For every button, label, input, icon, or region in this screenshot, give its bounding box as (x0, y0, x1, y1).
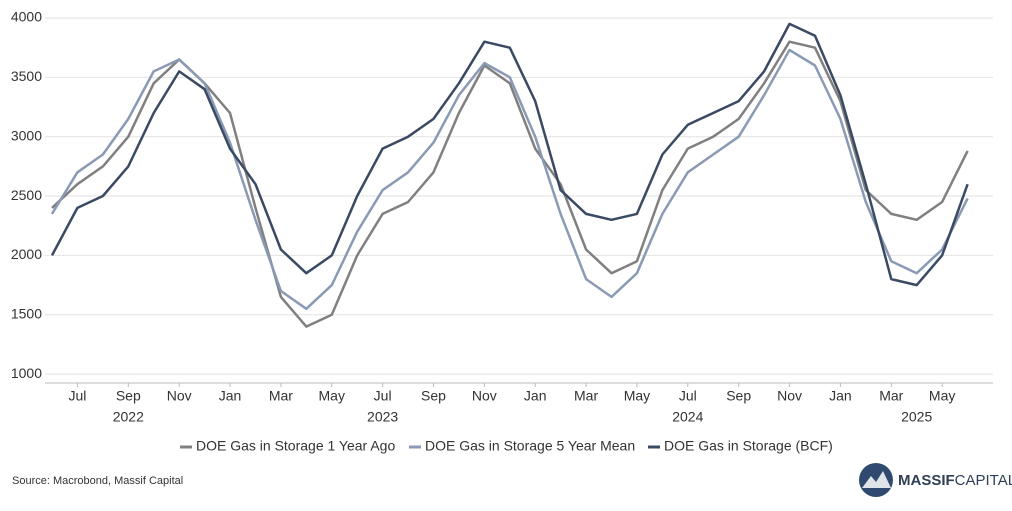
logo: MASSIFCAPITAL (859, 463, 1012, 497)
x-tick-label: Sep (726, 388, 751, 404)
x-tick-label: Mar (574, 388, 598, 404)
x-tick-label: May (929, 388, 955, 404)
logo-mountain (862, 471, 891, 488)
y-tick-label: 3000 (11, 127, 42, 143)
x-tick-label: Sep (116, 388, 141, 404)
y-tick-label: 2500 (11, 187, 42, 203)
logo-text-light: CAPITAL (955, 472, 1012, 489)
x-tick-label: Sep (421, 388, 446, 404)
y-tick-label: 4000 (11, 9, 42, 25)
x-tick-label: Jul (374, 388, 392, 404)
y-tick-label: 1500 (11, 305, 42, 321)
logo-text-bold: MASSIF (898, 472, 955, 489)
x-tick-label: Nov (167, 388, 192, 404)
logo-text: MASSIFCAPITAL (898, 472, 1012, 489)
series-line (50, 48, 969, 311)
x-tick-label: Nov (777, 388, 802, 404)
logo-icon (859, 463, 893, 497)
x-tick-label: May (319, 388, 345, 404)
x-year-label: 2025 (901, 409, 932, 425)
x-year-label: 2022 (113, 409, 144, 425)
series-line (50, 22, 969, 287)
series-line (51, 40, 969, 328)
y-tick-label: 2000 (11, 246, 42, 262)
legend: DOE Gas in Storage 1 Year Ago DOE Gas in … (180, 438, 833, 454)
legend-label: DOE Gas in Storage 1 Year Ago (196, 438, 395, 454)
x-tick-label: Mar (879, 388, 903, 404)
source: Source: Macrobond, Massif Capital (12, 475, 183, 487)
x-year-label: 2023 (367, 409, 398, 425)
x-tick-label: Jul (68, 388, 86, 404)
x-tick-label: May (624, 388, 650, 404)
x-tick-label: Jan (219, 388, 242, 404)
x-tick-label: Jan (829, 388, 852, 404)
y-tick-label: 3500 (11, 68, 42, 84)
y-tick-label: 1000 (11, 365, 42, 381)
x-year-label: 2024 (672, 409, 703, 425)
x-tick-label: Jan (524, 388, 547, 404)
legend-label: DOE Gas in Storage 5 Year Mean (425, 438, 635, 454)
legend-label: DOE Gas in Storage (BCF) (664, 438, 833, 454)
x-tick-label: Mar (269, 388, 293, 404)
x-tick-label: Jul (679, 388, 697, 404)
x-tick-label: Nov (472, 388, 497, 404)
